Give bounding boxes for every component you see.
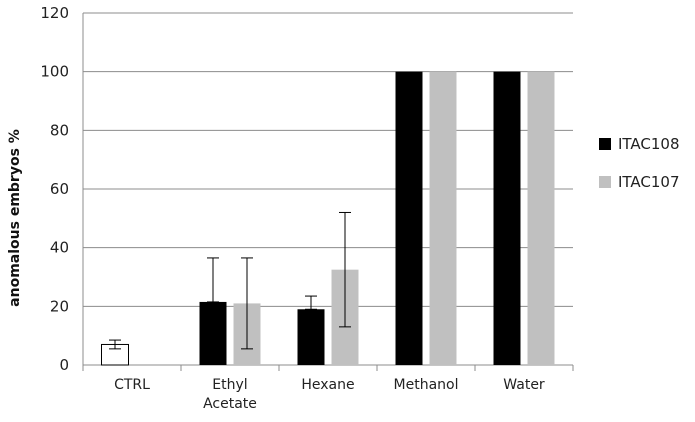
legend: ITAC108 ITAC107 [599, 135, 680, 191]
x-axis: CTRL Ethyl Acetate Hexane Methanol Water [82, 364, 574, 412]
y-tick-label-100: 100 [40, 63, 69, 81]
error-bar-itac108-hexane [305, 295, 317, 310]
error-bar-itac108-ethyl-acetate [207, 257, 219, 303]
y-tick-label-60: 60 [50, 180, 69, 198]
y-tick-label-0: 0 [59, 356, 69, 374]
legend-item-itac107: ITAC107 [599, 173, 680, 191]
bar-itac107-methanol [429, 71, 457, 366]
legend-label-itac107: ITAC107 [618, 173, 680, 191]
y-tick-label-80: 80 [50, 121, 69, 139]
y-tick-label-120: 120 [40, 4, 69, 22]
bar-itac108-ethyl-acetate [199, 301, 227, 365]
x-tick-label-water: Water [503, 377, 545, 393]
bar-itac107-water [527, 71, 555, 366]
bar-itac108-hexane [297, 309, 325, 365]
y-axis-label: anomalous embryos % [7, 129, 23, 307]
legend-swatch-itac108 [599, 138, 611, 150]
y-tick-label-40: 40 [50, 239, 69, 257]
x-tick-label-ctrl: CTRL [114, 377, 150, 393]
error-bar-itac107-hexane [339, 211, 351, 328]
error-bar-itac107-ethyl-acetate [241, 257, 253, 350]
legend-label-itac108: ITAC108 [618, 135, 680, 153]
y-axis: 0 20 40 60 80 100 120 [40, 4, 84, 374]
x-tick-label-methanol: Methanol [394, 377, 459, 393]
bar-itac108-methanol [395, 71, 423, 366]
error-bar-ctrl [109, 339, 121, 350]
legend-swatch-itac107 [599, 176, 611, 188]
x-tick-label-ethyl-acetate: Ethyl Acetate [203, 377, 257, 412]
bars [101, 71, 555, 366]
gridlines [83, 12, 573, 307]
x-tick-label-hexane: Hexane [301, 377, 354, 393]
bar-itac108-water [493, 71, 521, 366]
error-bars [109, 211, 351, 350]
y-tick-label-20: 20 [50, 297, 69, 315]
legend-item-itac108: ITAC108 [599, 135, 680, 153]
